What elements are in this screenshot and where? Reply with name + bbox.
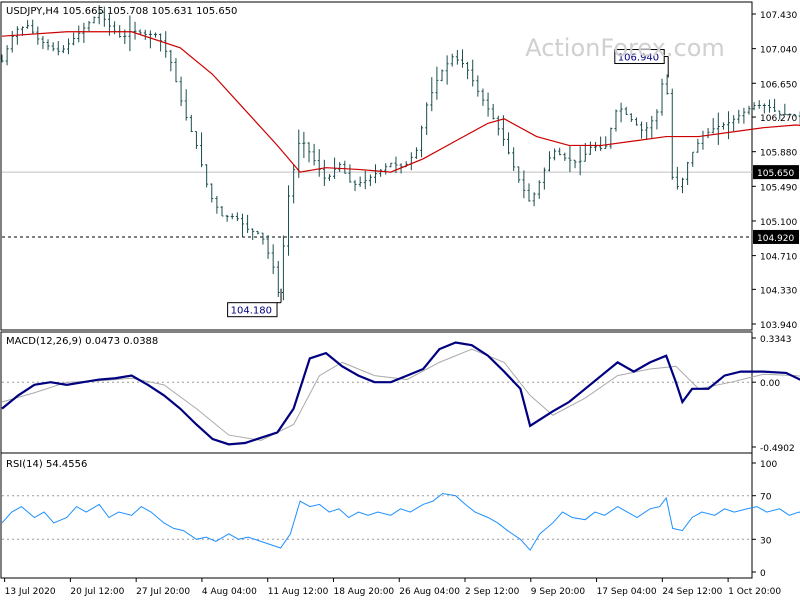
macd-tick-label: 0.00 <box>760 379 780 389</box>
main-chart-title: USDJPY,H4 105.665 105.708 105.631 105.65… <box>6 6 237 17</box>
price-tick-label: 106.270 <box>760 114 797 124</box>
price-tick-label: 105.100 <box>760 218 797 228</box>
rsi-tick-label: 30 <box>760 536 772 546</box>
rsi-title: RSI(14) 54.4556 <box>6 459 87 470</box>
price-tick-label: 103.940 <box>760 321 797 331</box>
price-tick-label: 106.650 <box>760 80 797 90</box>
price-tick-label: 107.040 <box>760 46 797 56</box>
x-tick-label: 24 Sep 12:00 <box>662 587 722 597</box>
x-tick-label: 18 Aug 20:00 <box>333 587 394 597</box>
macd-tick-label: 0.3343 <box>760 335 792 345</box>
price-tick-label: 105.490 <box>760 183 797 193</box>
macd-tick-label: -0.4902 <box>760 444 795 454</box>
price-tick-label: 104.710 <box>760 253 797 263</box>
price-tick-label: 104.330 <box>760 286 797 296</box>
x-tick-label: 1 Oct 20:00 <box>728 587 781 597</box>
price-tick-label: 105.880 <box>760 149 797 159</box>
macd-title: MACD(12,26,9) 0.0473 0.0388 <box>6 336 158 347</box>
rsi-tick-label: 100 <box>760 460 777 470</box>
x-tick-label: 26 Aug 04:00 <box>399 587 460 597</box>
annotation-label: 104.180 <box>231 306 272 317</box>
rsi-tick-label: 0 <box>760 569 766 579</box>
rsi-tick-label: 70 <box>760 493 772 503</box>
x-tick-label: 27 Jul 20:00 <box>136 587 190 597</box>
x-tick-label: 13 Jul 2020 <box>5 587 56 597</box>
x-tick-label: 9 Sep 20:00 <box>531 587 586 597</box>
support-label: 104.920 <box>757 234 794 244</box>
current-price-label: 105.650 <box>757 169 794 179</box>
x-tick-label: 20 Jul 12:00 <box>70 587 124 597</box>
price-tick-label: 107.430 <box>760 11 797 21</box>
x-tick-label: 4 Aug 04:00 <box>202 587 257 597</box>
x-tick-label: 2 Sep 12:00 <box>465 587 520 597</box>
x-tick-label: 17 Sep 04:00 <box>597 587 657 597</box>
watermark-text: ActionForex.com <box>525 34 725 62</box>
x-tick-label: 11 Aug 12:00 <box>268 587 329 597</box>
